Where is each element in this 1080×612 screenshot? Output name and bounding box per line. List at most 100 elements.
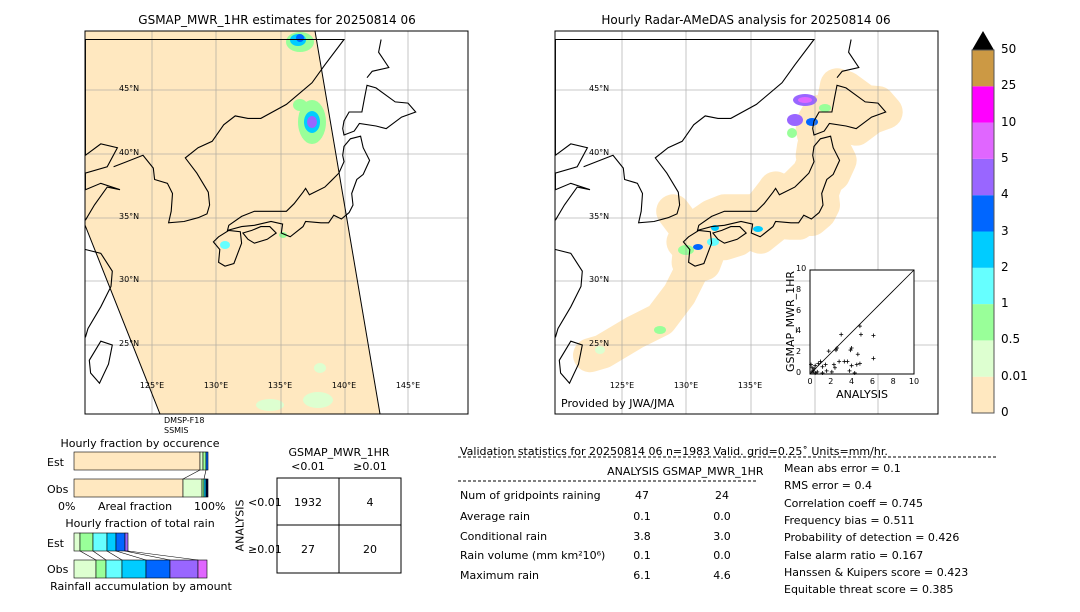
left-map-frame — [84, 30, 469, 415]
scatter-ylabel: GSMAP_MWR_1HR — [784, 270, 798, 373]
scatter-y-tick: 2 — [796, 347, 802, 357]
occurrence-axis-right: 100% — [194, 500, 226, 513]
score-line: False alarm ratio = 0.167 — [784, 548, 924, 562]
colorbar-tick-label: 0.5 — [1001, 332, 1021, 347]
rain-area — [595, 346, 605, 354]
scatter-x-tick: 4 — [849, 377, 855, 386]
coastline-kyushu — [212, 229, 243, 267]
colorbar-segment — [972, 122, 994, 159]
coastline-china — [85, 248, 113, 338]
rain-area — [787, 114, 803, 126]
sensor-label: SSMIS — [164, 426, 189, 435]
scatter-point — [837, 359, 842, 364]
obs-segment — [203, 478, 207, 498]
est-segment — [73, 532, 81, 552]
lat-label: 30°N — [119, 275, 140, 284]
coastline-sakhalin — [836, 39, 860, 79]
obs-segment — [145, 559, 171, 579]
scatter-point — [852, 370, 857, 375]
lon-label: 135°E — [737, 381, 763, 390]
scatter-y-tick: 6 — [796, 305, 802, 315]
colorbar-segment — [972, 231, 994, 268]
total-rain-bars — [73, 532, 208, 579]
obs-segment — [197, 559, 208, 579]
coastline-hokkaido — [812, 84, 887, 136]
colorbar-segment — [972, 376, 994, 413]
rain-area — [753, 226, 763, 232]
connector — [106, 550, 123, 561]
rain-area — [314, 363, 326, 373]
lon-label: 145°E — [395, 381, 421, 390]
scatter-point — [810, 369, 815, 374]
total-rain-est-label: Est — [47, 537, 64, 550]
obs-segment — [201, 478, 205, 498]
lat-label: 40°N — [119, 148, 140, 157]
colorbar — [971, 31, 995, 414]
colorbar-tick-label: 50 — [1001, 42, 1017, 56]
stats-col-analysis: ANALYSIS — [607, 465, 659, 478]
contingency-col-title: GSMAP_MWR_1HR — [288, 446, 390, 459]
left-map-content — [85, 31, 468, 414]
score-line: Hanssen & Kuipers score = 0.423 — [784, 565, 969, 579]
scatter-point — [857, 324, 862, 329]
rain-area — [307, 116, 317, 128]
contingency-col-header: <0.01 — [291, 460, 325, 473]
scatter-point — [834, 348, 838, 353]
scatter-point — [871, 356, 876, 361]
lat-label: 25°N — [119, 339, 140, 348]
occurrence-title: Hourly fraction by occurence — [60, 437, 220, 450]
rain-area — [293, 99, 307, 111]
colorbar-tick-label: 4 — [1001, 187, 1009, 202]
est-segment — [106, 532, 117, 552]
colorbar-frame — [971, 49, 995, 414]
rain-area — [693, 244, 703, 250]
obs-segment — [95, 559, 107, 579]
occurrence-bars — [73, 451, 209, 498]
rain-area — [296, 34, 304, 42]
colorbar-segment — [972, 340, 994, 377]
occurrence-est-label: Est — [47, 456, 64, 469]
right-map-frame — [554, 30, 939, 415]
coastline-shikoku — [711, 226, 748, 244]
rain-area — [787, 128, 797, 138]
gridlines — [85, 31, 468, 414]
colorbar-extend-arrow — [972, 31, 994, 50]
score-line: Frequency bias = 0.511 — [784, 513, 915, 527]
stats-title: Validation statistics for 20250814 06 n=… — [460, 445, 888, 458]
scatter-point — [823, 362, 828, 367]
lon-label: 125°E — [609, 381, 635, 390]
total-rain-xlabel: Rainfall accumulation by amount — [50, 580, 232, 593]
contingency-cell: 4 — [366, 496, 374, 509]
stats-row-gsmap: 0.0 — [713, 549, 731, 562]
scatter-y-tick: 0 — [796, 368, 802, 377]
scatter-point — [835, 346, 840, 350]
colorbar-tick-label: 0.01 — [1001, 368, 1028, 383]
rain-area — [707, 238, 719, 246]
scatter-point — [820, 364, 825, 369]
coastline-sakhalin — [366, 39, 390, 79]
lat-label: 45°N — [119, 84, 140, 93]
coastline-honshu — [226, 135, 371, 238]
score-line: RMS error = 0.4 — [784, 479, 872, 493]
colorbar-tick-label: 5 — [1001, 150, 1009, 165]
scatter-point — [812, 366, 817, 371]
scatter-point — [820, 370, 825, 375]
rain-area — [220, 241, 230, 249]
stats-row-analysis: 0.1 — [633, 510, 651, 523]
connector — [79, 550, 97, 561]
stats-row-gsmap: 24 — [715, 489, 729, 502]
obs-segment — [73, 559, 97, 579]
coastline-honshu — [696, 135, 841, 238]
colorbar-segment — [972, 195, 994, 232]
lon-label: 130°E — [673, 381, 699, 390]
scatter-point — [832, 365, 837, 370]
obs-segment — [169, 559, 199, 579]
est-segment — [79, 532, 94, 552]
est-segment — [205, 451, 209, 471]
connector — [124, 550, 171, 561]
scatter-diagonal — [809, 269, 915, 375]
scatter-point — [809, 362, 814, 367]
lon-label: 130°E — [203, 381, 229, 390]
score-line: Equitable threat score = 0.385 — [784, 583, 954, 597]
scatter-point — [839, 332, 844, 337]
